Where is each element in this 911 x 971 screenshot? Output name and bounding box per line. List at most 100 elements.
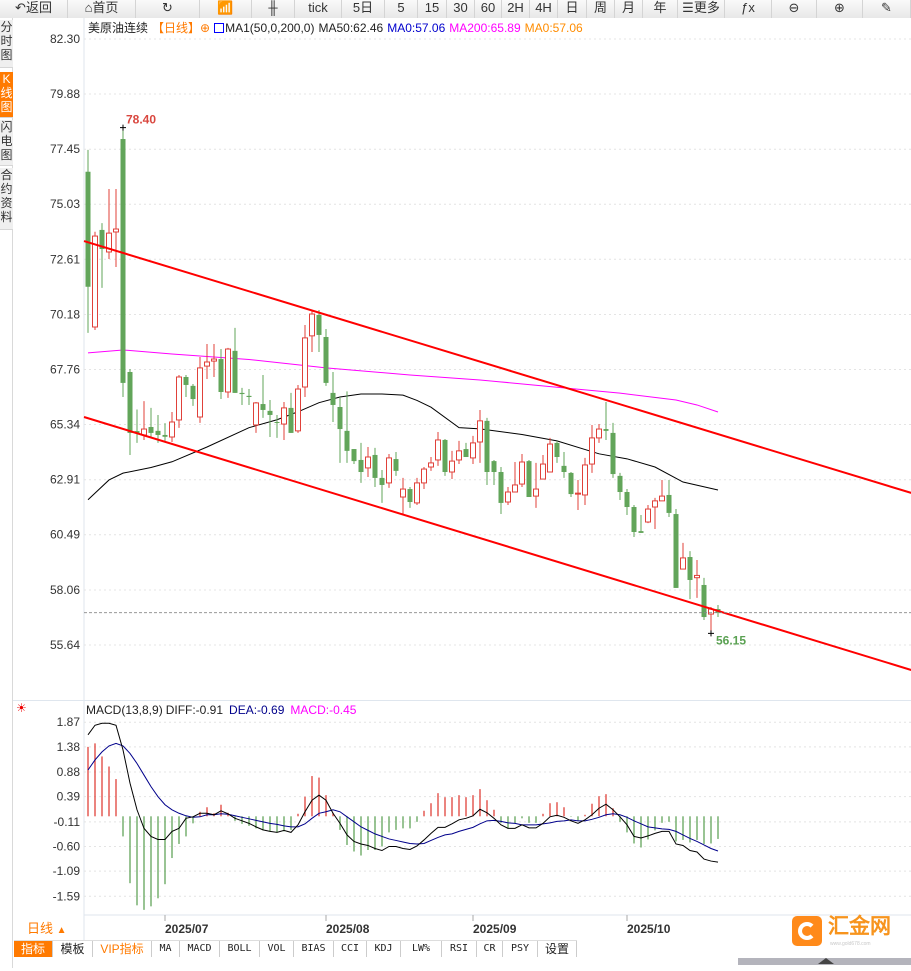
- toolbar-button-label: 返回: [25, 0, 52, 15]
- toolbar-button-9[interactable]: 30: [447, 0, 475, 18]
- candle-body: [309, 313, 315, 337]
- scroll-up-icon[interactable]: [818, 958, 834, 964]
- indicator-tab-3[interactable]: MA: [152, 941, 180, 957]
- trendline: [83, 416, 911, 671]
- macd-tick-label: 1.38: [57, 740, 81, 754]
- candle-body: [113, 228, 119, 233]
- indicator-tabs: 指标 模板 VIP指标 MA MACD BOLL VOL BIAS CCI KDJ LW% RSI CR…: [14, 940, 577, 957]
- candle-body: [239, 392, 245, 395]
- indicator-tab-8[interactable]: CCI: [334, 941, 367, 957]
- candle-body: [197, 367, 203, 418]
- candle-body: [505, 491, 511, 503]
- candle-body: [190, 385, 196, 400]
- candle-body: [477, 420, 483, 443]
- indicator-tab-12[interactable]: CR: [477, 941, 503, 957]
- indicator-tab-7[interactable]: BIAS: [294, 941, 334, 957]
- toolbar: ↶返回 ⌂首页 ↻ 📶 ╫ tick 5日 5 15 30 60 2H 4H 日周月年 ☰更多 ƒx ⊖ ⊕ ✎: [0, 0, 911, 18]
- indicator-tab-1[interactable]: 模板: [53, 941, 93, 957]
- toolbar-button-14[interactable]: 周: [587, 0, 615, 18]
- indicator-tab-9[interactable]: KDJ: [367, 941, 401, 957]
- fx-button[interactable]: ƒx: [725, 0, 772, 18]
- candle-body: [456, 450, 462, 461]
- candle-body: [288, 407, 294, 433]
- price-tick-label: 65.34: [50, 418, 80, 432]
- ma200-line: [87, 349, 719, 413]
- candle-body: [435, 439, 441, 461]
- indicator-tab-5[interactable]: BOLL: [220, 941, 260, 957]
- indicator-tab-14[interactable]: 设置: [538, 941, 577, 957]
- toolbar-button-7[interactable]: 5: [385, 0, 418, 18]
- macd-value: MACD:-0.45: [290, 703, 357, 717]
- period-selector-label: 日线: [27, 921, 54, 936]
- toolbar-button-12[interactable]: 4H: [530, 0, 558, 18]
- candle-body: [204, 361, 210, 367]
- indicator-tab-6[interactable]: VOL: [260, 941, 294, 957]
- candle-body: [687, 557, 693, 580]
- period-selector[interactable]: 日线 ▲: [27, 921, 67, 938]
- zoom-in-button[interactable]: ⊕: [817, 0, 863, 18]
- indicator-tab-11[interactable]: RSI: [442, 941, 477, 957]
- candle-body: [148, 427, 154, 433]
- candle-body: [631, 507, 637, 533]
- settings-icon[interactable]: ⊕: [200, 21, 211, 35]
- candle-body: [302, 337, 308, 388]
- toolbar-button-1[interactable]: ⌂首页: [68, 0, 136, 18]
- ma50-value: MA50:62.46: [318, 21, 384, 35]
- candle-body: [295, 388, 301, 432]
- candle-body: [526, 461, 532, 498]
- candle-body: [680, 557, 686, 570]
- sun-indicator-icon[interactable]: ☀: [16, 701, 27, 715]
- candle-body: [85, 171, 91, 287]
- macd-tick-label: 1.87: [57, 715, 81, 729]
- ma200-value: MA200:65.89: [449, 21, 521, 35]
- toolbar-button-5[interactable]: tick: [295, 0, 342, 18]
- bar-chart-button[interactable]: 📶: [200, 0, 252, 18]
- price-tick-label: 77.45: [50, 142, 80, 156]
- refresh-button[interactable]: ↻: [136, 0, 200, 18]
- horizontal-scrollbar[interactable]: [738, 958, 911, 965]
- candle-body: [127, 371, 133, 433]
- sidebar-tab-kline[interactable]: K线图: [0, 72, 13, 118]
- toolbar-button-0[interactable]: ↶返回: [0, 0, 68, 18]
- indicator-tab-4[interactable]: MACD: [180, 941, 220, 957]
- candle-body: [253, 402, 259, 426]
- macd-title: MACD(13,8,9): [86, 703, 163, 717]
- toolbar-button-8[interactable]: 15: [418, 0, 447, 18]
- candle-body: [540, 463, 546, 480]
- price-tick-label: 70.18: [50, 307, 80, 321]
- date-tick-label: 2025/07: [165, 922, 209, 936]
- candle-body: [673, 514, 679, 588]
- candlestick-button[interactable]: ╫: [252, 0, 295, 18]
- indicator-tab-13[interactable]: PSY: [503, 941, 538, 957]
- sidebar: 分时图 K线图 闪电图 合约资料: [0, 18, 13, 968]
- period-label[interactable]: 【日线】: [152, 21, 201, 35]
- pen-icon: ✎: [881, 0, 892, 15]
- toolbar-button-label: 年: [653, 0, 667, 15]
- toolbar-button-10[interactable]: 60: [475, 0, 502, 18]
- toolbar-button-label: 日: [565, 0, 579, 15]
- sidebar-tab-contract-info[interactable]: 合约资料: [0, 168, 13, 230]
- toolbar-button-label: tick: [308, 0, 328, 15]
- candle-body: [155, 430, 161, 435]
- home-icon: ⌂: [84, 0, 93, 15]
- toolbar-button-15[interactable]: 月: [615, 0, 643, 18]
- logo-text: 汇金网: [828, 915, 891, 938]
- sidebar-tab-flash[interactable]: 闪电图: [0, 120, 13, 166]
- indicator-tab-10[interactable]: LW%: [401, 941, 442, 957]
- toolbar-button-16[interactable]: 年: [643, 0, 678, 18]
- toolbar-button-6[interactable]: 5日: [342, 0, 385, 18]
- price-tick-label: 60.49: [50, 528, 80, 542]
- candle-body: [218, 359, 224, 392]
- caret-up-icon: ▲: [56, 925, 67, 936]
- candle-body: [624, 492, 630, 508]
- price-tick-label: 55.64: [50, 638, 80, 652]
- toolbar-button-17[interactable]: ☰更多: [678, 0, 725, 18]
- toolbar-button-13[interactable]: 日: [558, 0, 587, 18]
- indicator-tab-0[interactable]: 指标: [14, 941, 53, 957]
- candle-body: [337, 406, 343, 430]
- sidebar-tab-timeshare[interactable]: 分时图: [0, 20, 13, 68]
- zoom-out-button[interactable]: ⊖: [772, 0, 817, 18]
- indicator-tab-2[interactable]: VIP指标: [93, 941, 152, 957]
- toolbar-button-11[interactable]: 2H: [502, 0, 530, 18]
